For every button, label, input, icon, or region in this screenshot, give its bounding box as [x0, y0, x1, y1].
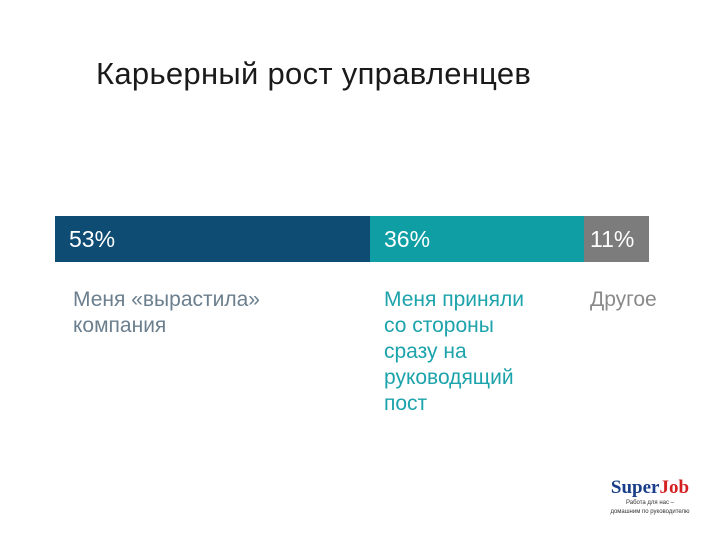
category-line: Другое: [590, 288, 657, 311]
bar-segment-3: 11%: [584, 216, 649, 262]
category-label-2: Меня приняли со стороны сразу на руководящи…: [384, 287, 524, 417]
bar-segment-1: 53%: [55, 216, 370, 262]
category-line: Меня приняли: [384, 288, 524, 311]
category-line: пост: [384, 392, 428, 415]
category-line: Меня «вырастила»: [73, 288, 260, 311]
superjob-logo: SuperJob Работа для нас – домашним по ру…: [604, 478, 696, 516]
category-line: руководящий: [384, 366, 514, 389]
category-label-3: Другое: [590, 287, 657, 313]
category-line: компания: [73, 314, 167, 337]
logo-wordmark: SuperJob: [610, 477, 690, 498]
bar-segment-2: 36%: [370, 216, 584, 262]
logo-tagline-1: Работа для нас –: [625, 500, 675, 506]
chart-title: Карьерный рост управленцев: [96, 56, 532, 91]
logo-tagline-2: домашним по руководителю: [610, 509, 690, 515]
category-line: со стороны: [384, 314, 494, 337]
category-label-1: Меня «вырастила» компания: [73, 287, 260, 339]
category-line: сразу на: [384, 340, 467, 363]
stacked-bar: 53% 36% 11%: [55, 216, 650, 262]
